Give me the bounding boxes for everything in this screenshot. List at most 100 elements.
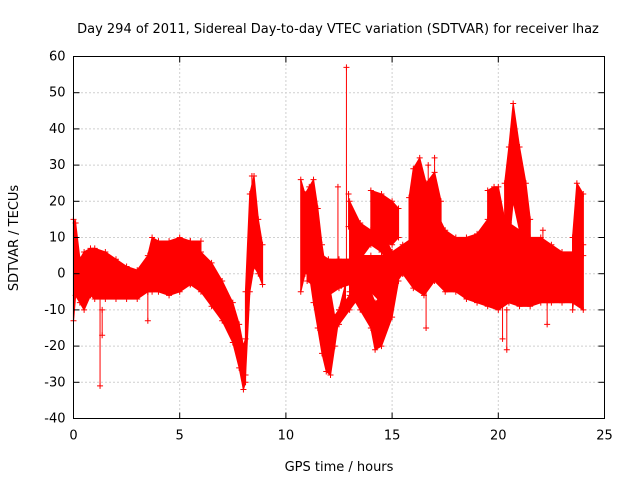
data-point-marker xyxy=(431,277,438,284)
x-tick-label: 25 xyxy=(596,429,613,444)
data-point-marker xyxy=(325,292,332,299)
data-point-marker xyxy=(499,270,506,277)
data-point-marker xyxy=(399,241,406,248)
data-point-marker xyxy=(372,346,379,353)
data-point-marker xyxy=(522,180,529,187)
data-point-marker xyxy=(395,277,402,284)
data-point-marker xyxy=(580,191,587,198)
data-point-marker xyxy=(346,306,353,313)
data-point-marker xyxy=(406,194,413,201)
data-point-marker xyxy=(166,292,173,299)
data-point-marker xyxy=(539,270,546,277)
data-point-marker xyxy=(367,267,374,274)
data-point-marker xyxy=(389,198,396,205)
data-point-marker xyxy=(399,270,406,277)
data-point-marker xyxy=(484,303,491,310)
data-point-marker xyxy=(144,252,151,259)
data-point-marker xyxy=(367,281,374,288)
data-point-marker xyxy=(229,299,236,306)
y-tick-label: -20 xyxy=(44,339,65,354)
data-point-marker xyxy=(187,281,194,288)
data-point-marker xyxy=(336,306,342,313)
data-point-marker xyxy=(134,267,141,274)
data-point-marker xyxy=(331,343,338,350)
data-point-marker xyxy=(389,270,396,277)
y-tick-label: -30 xyxy=(44,375,65,390)
data-point-marker xyxy=(357,256,364,263)
data-point-marker xyxy=(345,191,352,198)
data-point-marker xyxy=(357,292,364,299)
data-point-marker xyxy=(325,256,332,263)
data-point-marker xyxy=(580,252,587,259)
data-point-marker xyxy=(499,335,506,342)
data-point-marker xyxy=(297,288,304,295)
data-point-marker xyxy=(325,335,332,342)
data-point-marker xyxy=(505,144,512,150)
chart-title: Day 294 of 2011, Sidereal Day-to-day VTE… xyxy=(77,22,599,37)
data-point-marker xyxy=(229,339,236,346)
data-point-marker xyxy=(236,321,243,328)
data-point-marker xyxy=(516,303,523,310)
x-axis-label: GPS time / hours xyxy=(285,460,394,475)
data-point-marker xyxy=(123,296,130,303)
data-point-marker xyxy=(197,288,204,295)
data-point-marker xyxy=(144,288,151,295)
data-point-marker xyxy=(357,306,364,313)
data-point-marker xyxy=(149,234,156,241)
data-point-marker xyxy=(314,285,321,292)
data-point-marker xyxy=(510,100,517,107)
y-tick-label: 50 xyxy=(49,86,66,101)
data-point-marker xyxy=(248,172,255,179)
data-point-marker xyxy=(410,241,417,248)
data-layer xyxy=(70,64,587,393)
data-point-marker xyxy=(516,227,523,234)
data-point-marker xyxy=(144,317,151,324)
data-point-marker xyxy=(346,263,353,270)
data-point-marker xyxy=(573,270,580,277)
data-point-marker xyxy=(176,234,183,241)
data-point-marker xyxy=(527,216,534,223)
data-point-marker xyxy=(304,277,311,284)
data-point-marker xyxy=(314,248,321,255)
data-point-marker xyxy=(219,317,226,324)
data-point-marker xyxy=(461,292,468,299)
data-point-marker xyxy=(569,234,576,241)
x-tick-label: 15 xyxy=(384,429,401,444)
data-point-marker xyxy=(314,325,321,331)
data-point-marker xyxy=(425,270,432,277)
data-point-marker xyxy=(389,241,396,248)
data-point-marker xyxy=(431,270,438,277)
data-point-marker xyxy=(559,299,566,306)
data-point-marker xyxy=(166,238,173,245)
data-point-marker xyxy=(410,285,417,292)
data-point-marker xyxy=(367,252,374,259)
data-point-marker xyxy=(442,288,449,295)
x-tick-label: 0 xyxy=(69,429,77,444)
data-point-marker xyxy=(208,303,215,310)
data-point-marker xyxy=(187,238,194,245)
data-point-marker xyxy=(501,180,508,187)
data-point-marker xyxy=(410,277,417,284)
data-point-marker xyxy=(539,227,546,234)
data-point-marker xyxy=(319,350,326,357)
x-tick-label: 5 xyxy=(176,429,184,444)
data-point-marker xyxy=(367,187,374,194)
y-tick-label: -40 xyxy=(44,412,65,427)
data-point-marker xyxy=(367,241,374,248)
data-point-marker xyxy=(484,187,491,194)
data-point-marker xyxy=(334,183,341,190)
data-point-marker xyxy=(559,248,566,255)
data-point-marker xyxy=(255,270,262,277)
data-point-marker xyxy=(463,234,470,241)
data-point-marker xyxy=(580,306,587,313)
data-point-marker xyxy=(452,234,459,241)
data-point-marker xyxy=(327,372,334,379)
data-point-marker xyxy=(310,176,317,183)
data-point-marker xyxy=(334,270,341,277)
data-point-marker xyxy=(484,241,491,248)
data-point-marker xyxy=(76,299,83,306)
data-point-marker xyxy=(91,296,98,303)
data-point-marker xyxy=(367,234,374,241)
data-point-marker xyxy=(302,191,309,198)
data-point-marker xyxy=(410,263,417,270)
